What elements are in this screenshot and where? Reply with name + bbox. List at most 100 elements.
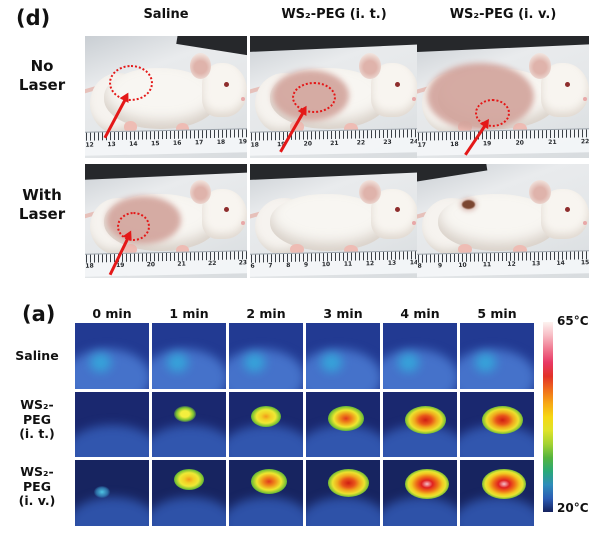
mouse-leg bbox=[344, 244, 358, 256]
time-header-1min: 1 min bbox=[169, 306, 209, 321]
ruler-number: 12 bbox=[365, 260, 374, 268]
ruler-number: 23 bbox=[238, 259, 247, 267]
thermal-image-saline-3-min bbox=[306, 323, 380, 389]
mouse-thermal-silhouette bbox=[229, 496, 303, 526]
tumor-hotspot bbox=[405, 468, 450, 499]
ruler-number: 18 bbox=[250, 141, 259, 149]
mouse-ear bbox=[528, 179, 552, 204]
tumor-hotspot bbox=[405, 406, 447, 435]
ruler: 17 18 19 20 21 22 bbox=[417, 128, 589, 157]
mouse-thermal-silhouette bbox=[306, 349, 380, 389]
ruler-number: 9 bbox=[303, 261, 308, 269]
mouse-thermal-silhouette bbox=[306, 496, 380, 526]
background-shadow bbox=[176, 36, 247, 62]
mouse-leg bbox=[458, 243, 473, 255]
tumor-scar bbox=[461, 200, 475, 210]
thermal-image-saline-5-min bbox=[460, 323, 534, 389]
thermal-image-saline-2-min bbox=[229, 323, 303, 389]
ruler-number: 16 bbox=[172, 139, 182, 147]
ruler-number: 8 bbox=[417, 262, 422, 270]
ruler-number: 7 bbox=[267, 262, 273, 270]
photo-no-laser-ws2-peg-i-v: 17 18 19 20 21 22 bbox=[417, 36, 589, 158]
mouse-thermal-silhouette bbox=[229, 424, 303, 457]
panel-d-tag: (d) bbox=[16, 6, 51, 30]
mouse-eye bbox=[565, 207, 571, 213]
mouse-eye bbox=[224, 207, 230, 213]
thermal-image-saline-4-min bbox=[383, 323, 457, 389]
colorbar-max-label: 65°C bbox=[557, 314, 589, 328]
ruler-number: 8 bbox=[285, 262, 291, 270]
time-header-2min: 2 min bbox=[246, 306, 286, 321]
time-header-3min: 3 min bbox=[323, 306, 363, 321]
thermal-image-ws2-peg-i-v-1-min bbox=[152, 460, 226, 526]
mouse-thermal-silhouette bbox=[152, 349, 226, 389]
time-header-0min: 0 min bbox=[92, 306, 132, 321]
mouse-eye bbox=[394, 82, 400, 88]
mouse-leg bbox=[123, 243, 137, 255]
mouse-ear bbox=[190, 53, 212, 79]
body-heat-glow bbox=[320, 353, 342, 372]
ruler-number: 15 bbox=[150, 140, 160, 148]
ruler-number: 10 bbox=[457, 261, 467, 270]
tumor-circle-annotation bbox=[292, 82, 336, 114]
tumor-hotspot bbox=[251, 406, 282, 428]
mouse-thermal-silhouette bbox=[460, 496, 534, 526]
photo-no-laser-saline: 12 13 14 15 16 17 18 19 bbox=[85, 36, 247, 158]
thermal-image-ws2-peg-i-v-4-min bbox=[383, 460, 457, 526]
mouse-thermal-silhouette bbox=[460, 349, 534, 389]
tumor-hotspot bbox=[328, 468, 370, 497]
thermal-image-ws2-peg-i-t-3-min bbox=[306, 392, 380, 457]
ruler-number: 13 bbox=[106, 141, 116, 149]
ruler-number: 21 bbox=[177, 260, 186, 268]
ruler-number: 23 bbox=[382, 138, 392, 146]
mouse-ear bbox=[359, 179, 382, 204]
thermal-image-ws2-peg-i-v-0-min bbox=[75, 460, 149, 526]
tumor-circle-annotation bbox=[475, 99, 511, 128]
mouse-thermal-silhouette bbox=[152, 424, 226, 457]
body-heat-glow bbox=[243, 353, 265, 372]
background-shadow bbox=[417, 36, 589, 53]
mouse-leg bbox=[175, 244, 189, 256]
time-header-5min: 5 min bbox=[477, 306, 517, 321]
thermal-image-ws2-peg-i-t-5-min bbox=[460, 392, 534, 457]
mouse-thermal-silhouette bbox=[75, 496, 149, 526]
temperature-colorbar bbox=[543, 322, 553, 512]
ruler-number: 11 bbox=[343, 260, 352, 268]
mouse-eye bbox=[565, 82, 571, 88]
ruler-number: 18 bbox=[85, 262, 94, 270]
ruler-number: 14 bbox=[128, 140, 138, 148]
tumor-hotspot bbox=[328, 406, 365, 432]
ruler-number: 12 bbox=[85, 141, 94, 149]
tumor-circle-annotation bbox=[109, 65, 154, 102]
thermal-image-ws2-peg-i-t-4-min bbox=[383, 392, 457, 457]
ruler-number: 22 bbox=[580, 138, 589, 146]
body-heat-glow bbox=[166, 353, 188, 372]
mouse-thermal-silhouette bbox=[229, 349, 303, 389]
mouse-nose bbox=[241, 221, 246, 225]
ruler-number: 6 bbox=[250, 262, 255, 270]
mouse-nose bbox=[412, 97, 417, 101]
mouse-eye bbox=[394, 207, 400, 213]
row-label-with-laser: With Laser bbox=[18, 186, 66, 223]
column-header-ws2peg-it: WS₂-PEG (i. t.) bbox=[281, 7, 387, 22]
column-header-ws2peg-iv: WS₂-PEG (i. v.) bbox=[449, 7, 557, 22]
mouse-ear bbox=[190, 179, 212, 204]
thermal-image-ws2-peg-i-v-3-min bbox=[306, 460, 380, 526]
ruler-number: 20 bbox=[303, 140, 312, 148]
mouse-leg bbox=[513, 122, 528, 134]
ruler: 18 19 20 21 22 23 24 bbox=[250, 128, 418, 157]
ruler-number: 14 bbox=[555, 259, 565, 268]
mouse-leg bbox=[344, 122, 358, 134]
mouse-ear bbox=[359, 53, 382, 79]
ruler-number: 17 bbox=[417, 141, 426, 149]
mouse-leg bbox=[175, 122, 189, 134]
ruler: 6 7 8 9 10 11 12 13 14 bbox=[250, 250, 418, 277]
background-shadow bbox=[250, 36, 418, 53]
tumor-hotspot bbox=[482, 468, 527, 499]
panel-a-tag: (a) bbox=[22, 302, 56, 326]
mouse-nose bbox=[583, 97, 588, 101]
mouse-leg bbox=[513, 244, 528, 256]
thermal-image-ws2-peg-i-t-0-min bbox=[75, 392, 149, 457]
mouse-nose bbox=[241, 97, 246, 101]
ruler-number: 22 bbox=[356, 139, 365, 147]
